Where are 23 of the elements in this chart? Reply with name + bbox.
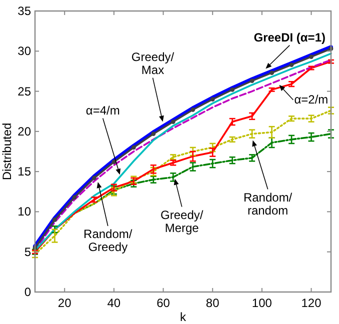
y-tick-label: 0 — [24, 285, 32, 299]
annotation: Greedy/ Merge — [160, 208, 204, 235]
annotation: α=2/m — [294, 92, 328, 106]
annotation: Random/ Greedy — [84, 227, 133, 254]
x-tick-label: 100 — [252, 296, 272, 310]
y-tick-label: 35 — [18, 4, 32, 18]
x-tick-label: 80 — [206, 296, 220, 310]
y-tick-label: 20 — [18, 124, 32, 138]
annotation: GreeDI (α=1) — [254, 30, 326, 44]
y-tick-label: 5 — [24, 244, 32, 259]
annotation: α=4/m — [86, 103, 120, 118]
y-tick-label: 30 — [18, 44, 32, 58]
annotation: Greedy/ Max — [131, 50, 175, 77]
y-tick-label: 25 — [18, 84, 32, 98]
y-axis-title: Distributed — [0, 122, 14, 180]
y-tick-label: 15 — [18, 164, 32, 179]
y-tick-label: 10 — [18, 204, 32, 219]
x-tick-label: 20 — [58, 296, 72, 310]
x-tick-label: 40 — [107, 296, 121, 310]
annotation: Random/ random — [243, 190, 293, 218]
x-tick-label: 120 — [301, 296, 322, 310]
x-axis-title: k — [180, 310, 187, 324]
x-tick-label: 60 — [156, 296, 170, 310]
